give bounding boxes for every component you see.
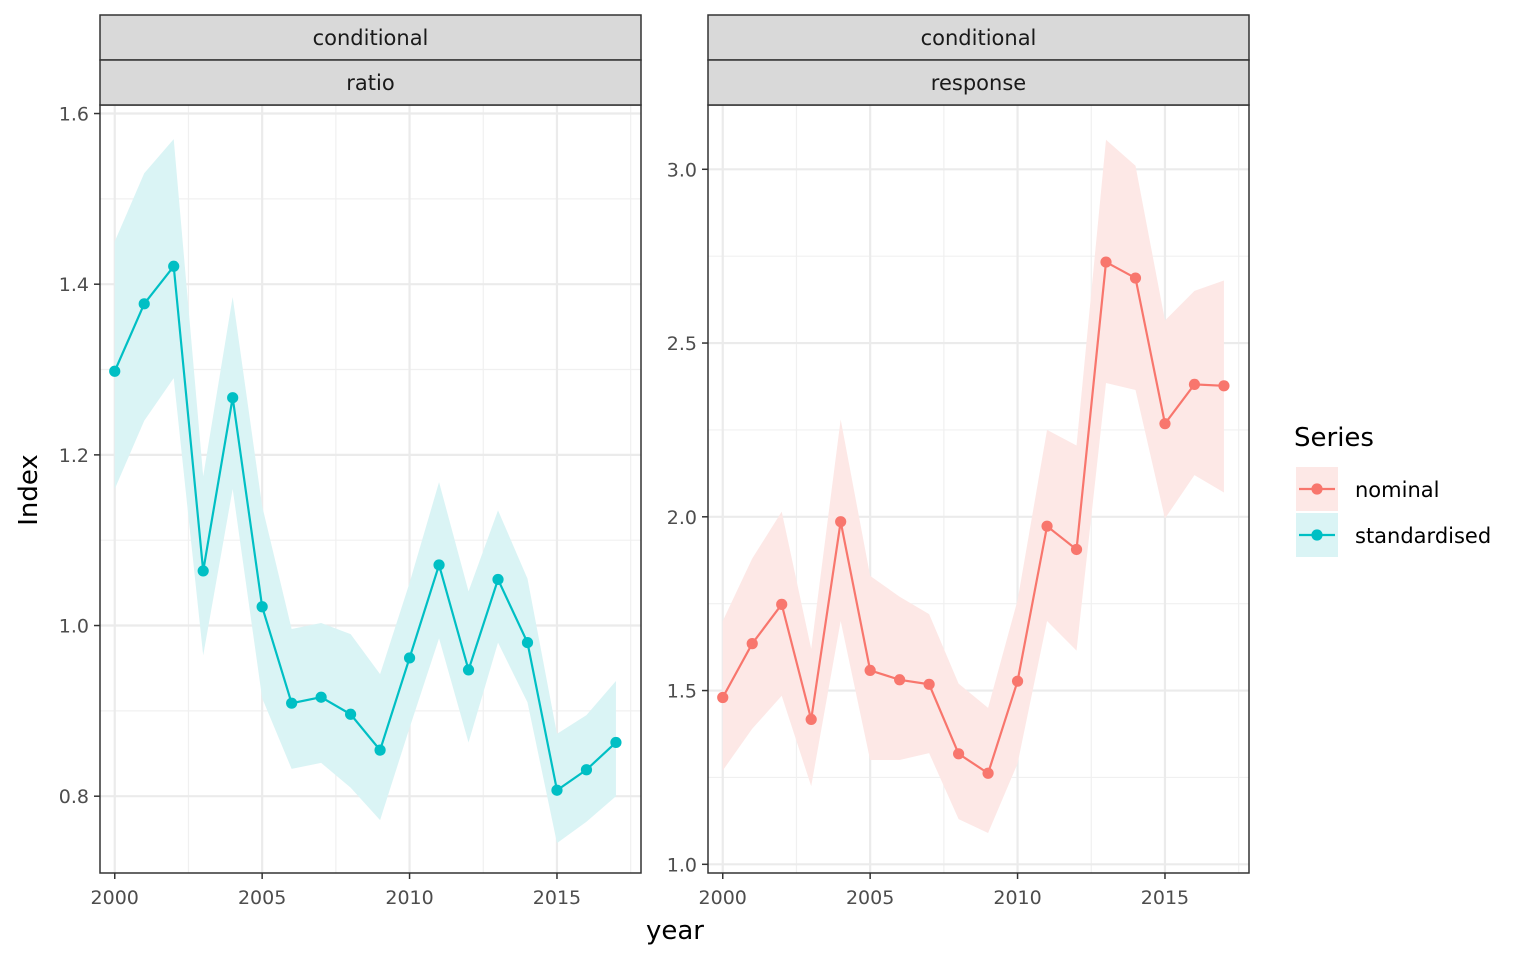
x-tick-label: 2005 (846, 887, 894, 909)
facet-panel-response: conditional response 2000 2005 2010 2015 1.0 1.… (667, 14, 1250, 909)
y-tick-label: 2.5 (667, 333, 697, 355)
data-point-nominal (805, 713, 817, 726)
strip-background (707, 59, 1250, 106)
data-point-nominal (717, 691, 729, 704)
y-tick-label: 1.2 (59, 445, 89, 467)
strip-background (99, 14, 642, 61)
x-tick-label: 2010 (993, 887, 1041, 909)
data-point-standardised (433, 559, 445, 571)
x-tick-label: 2015 (1141, 887, 1189, 909)
data-point-standardised (374, 744, 386, 756)
data-point-nominal (1070, 543, 1083, 556)
legend-title: Series (1294, 423, 1374, 453)
series-line-nominal (721, 260, 1224, 775)
y-tick-label: 1.4 (59, 274, 89, 296)
data-point-standardised (227, 392, 239, 404)
legend-label-standardised: standardised (1355, 524, 1491, 548)
data-point-standardised (197, 565, 209, 577)
facet-panel-ratio: conditional ratio 2000 2005 2010 2015 0.8 1.0 1.… (59, 14, 642, 909)
x-tick-label: 2010 (385, 887, 433, 909)
data-point-nominal (1041, 520, 1053, 532)
data-point-standardised (256, 601, 268, 613)
data-point-standardised (610, 736, 622, 749)
data-point-nominal (1100, 256, 1112, 268)
facet-panels: conditional ratio 2000 2005 2010 2015 0.8 1.0 1.… (59, 14, 1250, 909)
data-point-nominal (776, 598, 788, 610)
x-tick-label: 2005 (238, 887, 286, 909)
x-axis-title: year (646, 916, 704, 946)
confidence-band-standardised (114, 139, 616, 844)
data-point-standardised (109, 365, 121, 377)
y-tick-label: 1.6 (59, 104, 89, 126)
y-tick-label: 0.8 (59, 786, 89, 808)
data-point-standardised (492, 573, 504, 586)
data-point-standardised (580, 764, 593, 776)
data-point-nominal (864, 664, 876, 677)
data-point-nominal (952, 748, 965, 760)
data-point-standardised (521, 637, 534, 649)
y-tick-label: 1.5 (667, 681, 697, 703)
data-point-nominal (835, 516, 847, 528)
legend-point-standardised (1311, 529, 1323, 541)
series-line-standardised (113, 263, 617, 793)
legend-point-nominal (1311, 483, 1323, 495)
data-point-standardised (168, 260, 180, 272)
data-point-standardised (403, 652, 416, 664)
data-point-nominal (1218, 380, 1230, 392)
data-point-nominal (894, 674, 906, 686)
data-point-nominal (746, 638, 758, 650)
y-tick-label: 2.0 (667, 507, 697, 529)
data-point-nominal (923, 678, 935, 690)
data-point-nominal (1011, 675, 1024, 687)
data-point-nominal (1188, 378, 1201, 390)
y-axis-title: Index (14, 454, 44, 526)
x-tick-label: 2000 (91, 887, 139, 909)
strip-background (99, 59, 642, 106)
data-point-nominal (1159, 418, 1171, 430)
y-tick-label: 1.0 (667, 854, 697, 876)
strip-label: response (931, 71, 1026, 95)
y-tick-label: 3.0 (667, 159, 697, 181)
data-point-nominal (1129, 272, 1142, 284)
data-point-standardised (551, 784, 563, 796)
y-tick-label: 1.0 (59, 616, 89, 638)
strip-label: conditional (921, 26, 1037, 50)
strip-label: conditional (313, 26, 429, 50)
legend-label-nominal: nominal (1355, 478, 1439, 502)
data-point-standardised (462, 664, 475, 676)
data-point-standardised (315, 691, 327, 703)
strip-background (707, 14, 1250, 61)
legend: Series nominal standardised (1294, 423, 1491, 557)
data-point-standardised (138, 298, 150, 310)
strip-label: ratio (346, 71, 394, 95)
x-tick-label: 2000 (699, 887, 747, 909)
confidence-band-nominal (722, 139, 1224, 834)
x-tick-label: 2015 (533, 887, 581, 909)
data-point-nominal (982, 767, 994, 779)
data-point-standardised (286, 697, 298, 709)
data-point-standardised (344, 708, 357, 720)
